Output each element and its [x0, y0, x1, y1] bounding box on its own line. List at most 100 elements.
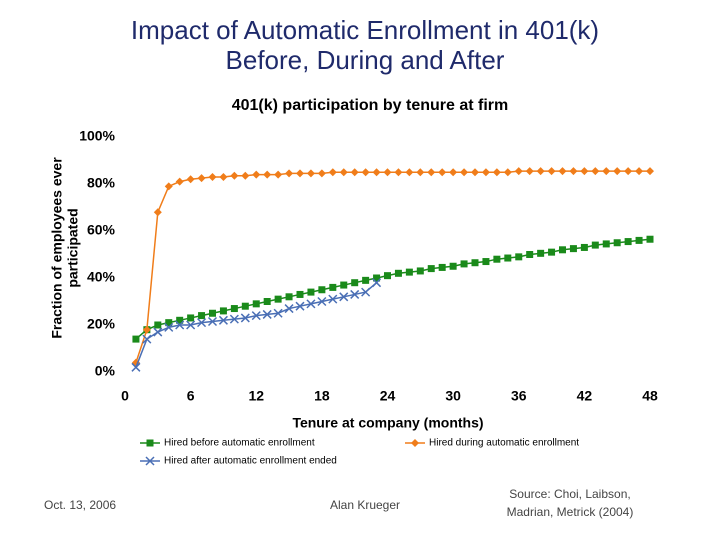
y-tick-label: 100% [79, 128, 115, 144]
marker [558, 167, 567, 176]
marker [197, 174, 206, 183]
marker [339, 292, 349, 302]
legend-label: Hired during automatic enrollment [429, 438, 579, 449]
marker [274, 295, 282, 303]
marker [438, 168, 447, 177]
marker [153, 327, 163, 337]
marker [438, 263, 446, 271]
marker [602, 240, 610, 248]
marker [394, 168, 403, 177]
x-tick-label: 6 [187, 388, 195, 404]
marker [405, 268, 413, 276]
marker [427, 168, 436, 177]
marker [219, 172, 228, 181]
marker [449, 262, 457, 270]
marker [241, 302, 249, 310]
footer-author: Alan Krueger [330, 498, 400, 512]
slide-title: Before, During and After [226, 45, 505, 75]
marker [230, 171, 239, 180]
marker [218, 315, 228, 325]
marker [504, 254, 512, 262]
marker [318, 286, 326, 294]
marker [635, 236, 643, 244]
x-tick-label: 30 [445, 388, 461, 404]
marker [591, 167, 600, 176]
y-axis-label: participated [65, 208, 81, 287]
marker [317, 169, 326, 178]
marker [164, 182, 173, 191]
marker [219, 307, 227, 315]
marker [285, 293, 293, 301]
marker [285, 169, 294, 178]
y-axis-label: Fraction of employees ever [49, 157, 65, 339]
footer-source: Madrian, Metrick (2004) [507, 505, 634, 519]
marker [536, 167, 545, 176]
marker [164, 322, 174, 332]
x-tick-label: 24 [380, 388, 396, 404]
legend-label: Hired before automatic enrollment [164, 438, 315, 449]
marker [482, 258, 490, 266]
marker [537, 249, 545, 257]
marker [240, 313, 250, 323]
marker [263, 298, 271, 305]
chart-title: 401(k) participation by tenure at firm [232, 97, 509, 114]
legend-label: Hired after automatic enrollment ended [164, 456, 337, 467]
marker [493, 255, 501, 263]
marker [514, 167, 523, 176]
marker [263, 170, 272, 179]
marker [624, 167, 633, 176]
x-tick-label: 36 [511, 388, 527, 404]
marker [153, 208, 162, 217]
marker [175, 177, 184, 186]
y-tick-label: 20% [87, 316, 116, 332]
marker [306, 169, 315, 178]
marker [580, 243, 588, 251]
marker [449, 168, 458, 177]
marker [613, 167, 622, 176]
slide-title: Impact of Automatic Enrollment in 401(k) [131, 15, 599, 45]
marker [274, 170, 283, 179]
marker [284, 304, 294, 314]
marker [241, 171, 250, 180]
marker [296, 290, 304, 298]
marker [328, 294, 338, 304]
y-tick-label: 60% [87, 222, 116, 238]
marker [569, 167, 578, 176]
marker [362, 276, 370, 284]
marker [186, 320, 196, 330]
marker [503, 168, 512, 177]
marker [176, 316, 184, 324]
marker [624, 238, 632, 246]
marker [175, 320, 185, 330]
marker [559, 246, 566, 254]
marker [208, 172, 217, 181]
x-tick-label: 0 [121, 388, 129, 404]
marker [525, 167, 534, 176]
marker [328, 168, 337, 177]
marker [411, 439, 419, 447]
marker [307, 288, 315, 296]
marker [372, 278, 382, 288]
x-axis-label: Tenure at company (months) [292, 415, 483, 431]
marker [602, 167, 611, 176]
marker [460, 260, 468, 268]
marker [492, 168, 501, 177]
marker [339, 168, 348, 177]
marker [165, 319, 173, 327]
marker [373, 274, 381, 282]
marker [252, 170, 261, 179]
marker [306, 299, 316, 309]
marker [351, 279, 359, 287]
marker [526, 251, 534, 258]
x-tick-label: 48 [642, 388, 658, 404]
marker [187, 314, 195, 322]
footer-date: Oct. 13, 2006 [44, 498, 116, 512]
marker [350, 289, 360, 299]
marker [383, 168, 392, 177]
footer-source: Source: Choi, Laibson, [509, 487, 630, 501]
marker [635, 167, 644, 176]
marker [198, 312, 206, 320]
x-tick-label: 18 [314, 388, 330, 404]
marker [197, 318, 207, 328]
